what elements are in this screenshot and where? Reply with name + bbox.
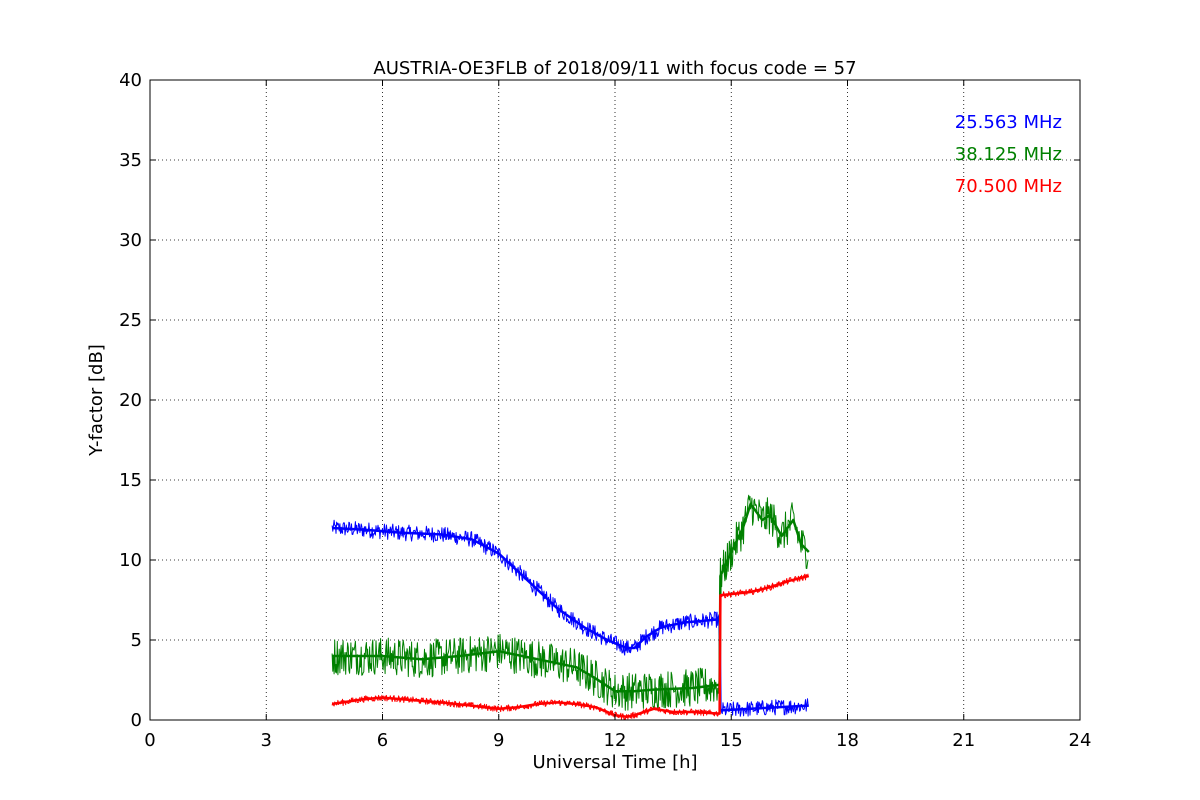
x-tick-label: 9 bbox=[493, 730, 504, 751]
y-tick-labels: 0 5 10 15 20 25 30 35 40 bbox=[119, 70, 142, 731]
y-tick-label: 0 bbox=[131, 710, 142, 731]
series-layer bbox=[331, 494, 810, 720]
tick-marks bbox=[149, 79, 1081, 721]
y-axis-label: Y-factor [dB] bbox=[86, 344, 107, 457]
legend: 25.563 MHz 38.125 MHz 70.500 MHz bbox=[955, 112, 1062, 197]
legend-entry: 38.125 MHz bbox=[955, 144, 1062, 165]
y-tick-label: 10 bbox=[119, 550, 142, 571]
chart-title: AUSTRIA-OE3FLB of 2018/09/11 with focus … bbox=[373, 58, 856, 79]
series-2 bbox=[331, 573, 810, 720]
x-tick-label: 15 bbox=[720, 730, 743, 751]
series-noise-band bbox=[331, 519, 809, 717]
x-tick-label: 24 bbox=[1069, 730, 1092, 751]
plot-area bbox=[149, 79, 1081, 721]
y-tick-label: 35 bbox=[119, 150, 142, 171]
x-tick-labels: 0 3 6 9 12 15 18 21 24 bbox=[144, 730, 1091, 751]
x-tick-label: 0 bbox=[144, 730, 155, 751]
x-axis-label: Universal Time [h] bbox=[532, 752, 697, 773]
y-tick-label: 15 bbox=[119, 470, 142, 491]
x-tick-label: 21 bbox=[952, 730, 975, 751]
y-tick-label: 30 bbox=[119, 230, 142, 251]
x-tick-label: 18 bbox=[836, 730, 859, 751]
y-tick-label: 20 bbox=[119, 390, 142, 411]
x-tick-label: 6 bbox=[377, 730, 388, 751]
series-1 bbox=[331, 494, 810, 711]
x-tick-label: 3 bbox=[261, 730, 272, 751]
series-line bbox=[331, 574, 810, 719]
x-tick-label: 12 bbox=[604, 730, 627, 751]
legend-entry: 25.563 MHz bbox=[955, 112, 1062, 133]
y-tick-label: 25 bbox=[119, 310, 142, 331]
legend-entry: 70.500 MHz bbox=[955, 176, 1062, 197]
series-noise-band bbox=[331, 494, 809, 711]
y-tick-label: 40 bbox=[119, 70, 142, 91]
grid-lines bbox=[149, 79, 1081, 721]
y-tick-label: 5 bbox=[131, 630, 142, 651]
